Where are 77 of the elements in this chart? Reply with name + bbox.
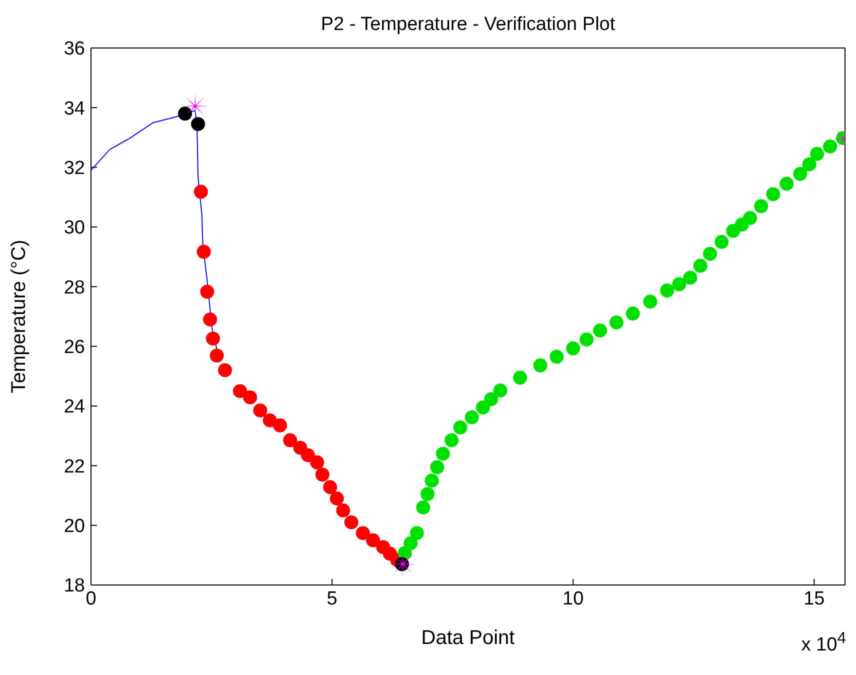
point	[253, 403, 268, 418]
point	[793, 166, 808, 181]
point	[593, 324, 608, 338]
point	[476, 400, 490, 414]
point	[566, 341, 580, 356]
y-tick-label: 32	[64, 158, 85, 180]
point	[484, 392, 498, 406]
y-tick-label: 30	[64, 218, 85, 239]
y-tick-label: 24	[64, 396, 86, 418]
chart-title: P2 - Temperature - Verification Plot	[320, 14, 616, 36]
point	[243, 390, 258, 404]
point	[609, 315, 624, 330]
point	[533, 358, 548, 372]
point	[416, 500, 430, 514]
x-axis-title: Data Point	[421, 627, 516, 650]
point	[580, 332, 594, 346]
point	[336, 503, 350, 518]
point	[660, 284, 674, 298]
point	[823, 139, 838, 154]
point	[444, 433, 459, 448]
y-tick-label: 18	[64, 576, 85, 597]
point	[283, 433, 298, 448]
y-axis-title: Temperature (°C)	[8, 240, 30, 394]
point	[493, 383, 508, 398]
point	[404, 536, 418, 550]
point	[810, 146, 824, 161]
point	[453, 420, 468, 434]
y-tick-label: 20	[64, 516, 85, 538]
point	[196, 244, 211, 259]
point	[464, 410, 479, 424]
point	[703, 246, 718, 261]
point	[436, 446, 450, 461]
x-tick-label: 10	[562, 588, 584, 610]
point	[683, 270, 698, 285]
point	[300, 448, 315, 462]
point	[672, 277, 686, 292]
point	[693, 258, 708, 273]
point	[780, 176, 794, 191]
point	[323, 480, 338, 494]
point	[626, 306, 640, 321]
y-tick-label: 26	[64, 337, 85, 358]
point	[550, 350, 564, 364]
point	[356, 526, 370, 540]
point	[178, 106, 192, 121]
point	[203, 312, 218, 326]
point	[410, 526, 424, 540]
point	[272, 418, 287, 432]
y-tick-label: 28	[64, 277, 85, 298]
point	[802, 157, 816, 172]
x-tick-label: 5	[326, 588, 338, 610]
point	[206, 332, 220, 346]
point	[424, 474, 439, 488]
point	[643, 294, 658, 309]
y-tick-label: 22	[64, 456, 85, 478]
point	[344, 515, 358, 530]
point	[430, 460, 444, 474]
point	[218, 363, 232, 378]
y-tick-label: 36	[64, 38, 85, 60]
point	[330, 491, 344, 506]
point	[766, 187, 780, 202]
point	[232, 384, 247, 398]
x-tick-label: 15	[804, 588, 825, 610]
point	[194, 184, 208, 199]
text: x 10$^{4}$	[801, 630, 846, 656]
point	[366, 533, 380, 548]
y-tick-label: 34	[64, 98, 86, 120]
x-tick-label: 0	[86, 588, 96, 610]
point	[210, 348, 224, 363]
point	[743, 211, 758, 226]
point	[513, 370, 528, 385]
point	[310, 455, 324, 470]
point	[420, 487, 435, 502]
point	[714, 234, 729, 249]
point	[754, 199, 768, 214]
point	[315, 468, 330, 482]
point	[191, 117, 206, 132]
point	[200, 284, 214, 299]
